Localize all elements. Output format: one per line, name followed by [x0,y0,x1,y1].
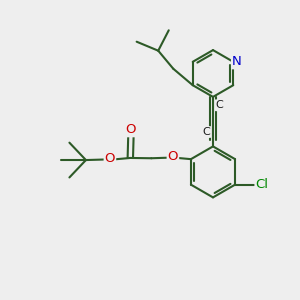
Text: C: C [202,127,210,137]
Text: O: O [126,123,136,136]
Text: C: C [216,100,224,110]
Text: O: O [168,150,178,163]
Text: O: O [105,152,115,165]
Text: Cl: Cl [256,178,268,191]
Text: N: N [232,55,242,68]
